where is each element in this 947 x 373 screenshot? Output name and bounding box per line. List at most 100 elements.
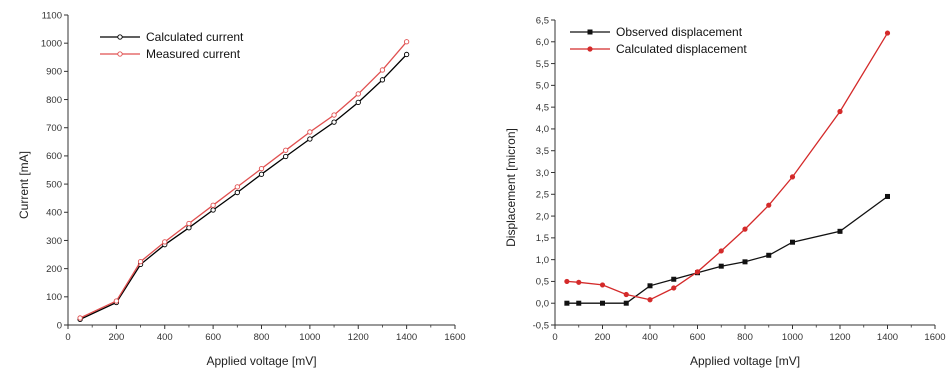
legend-label: Calculated displacement: [616, 42, 747, 56]
y-tick-label: 4,5: [536, 102, 549, 113]
y-tick-label: 600: [46, 151, 62, 162]
x-tick-label: 1400: [396, 332, 417, 343]
data-point: [210, 207, 216, 213]
y-tick-label: 1,0: [536, 255, 549, 266]
data-point: [576, 279, 582, 285]
data-point: [742, 259, 748, 265]
data-point: [234, 189, 240, 196]
data-point: [884, 30, 891, 36]
data-point: [671, 285, 677, 291]
y-tick-label: 100: [46, 292, 62, 303]
data-point: [355, 91, 361, 97]
y-tick-label: 300: [46, 236, 62, 247]
x-tick-label: 0: [552, 332, 557, 343]
data-point: [379, 77, 386, 83]
data-point: [647, 283, 653, 289]
y-tick-label: 6,5: [536, 15, 549, 26]
data-point: [307, 129, 313, 135]
data-point: [718, 248, 724, 254]
data-point: [766, 252, 772, 258]
legend-swatch-marker: [117, 51, 123, 57]
x-tick-label: 400: [157, 332, 173, 343]
series-2: [77, 39, 410, 321]
legend-label: Measured current: [146, 47, 241, 61]
x-tick-label: 1200: [829, 332, 850, 343]
data-point: [186, 225, 192, 231]
x-tick-label: 200: [595, 332, 611, 343]
data-point: [331, 119, 337, 125]
data-point: [210, 202, 216, 208]
x-axis-title: Applied voltage [mV]: [690, 354, 800, 368]
y-tick-label: 6,0: [536, 37, 549, 48]
y-tick-label: 0,5: [536, 277, 549, 288]
data-point: [742, 226, 748, 232]
data-point: [623, 291, 629, 298]
data-point: [379, 67, 386, 73]
x-tick-label: 600: [690, 332, 706, 343]
series-line: [79, 41, 408, 319]
x-tick-label: 1600: [444, 332, 465, 343]
y-tick-label: 700: [46, 123, 62, 134]
data-point: [331, 112, 337, 118]
y-tick-label: 1000: [41, 38, 62, 49]
data-point: [564, 278, 570, 285]
data-point: [599, 282, 606, 288]
legend-swatch-marker: [587, 29, 593, 35]
series-line: [566, 32, 889, 301]
y-tick-label: 3,5: [536, 146, 549, 157]
x-tick-label: 400: [642, 332, 658, 343]
y-tick-label: 1100: [42, 10, 62, 21]
legend-swatch-marker: [587, 46, 593, 52]
data-point: [403, 39, 410, 45]
y-tick-label: 500: [46, 179, 62, 190]
y-tick-label: 0: [57, 320, 62, 331]
legend-label: Observed displacement: [616, 25, 743, 39]
y-tick-label: 0,0: [536, 299, 549, 310]
data-point: [258, 171, 265, 177]
x-tick-label: 800: [737, 332, 753, 343]
x-tick-label: 200: [108, 332, 124, 343]
data-point: [671, 276, 677, 282]
data-point: [718, 263, 724, 269]
y-tick-label: 900: [46, 67, 62, 78]
data-point: [576, 300, 582, 306]
data-point: [766, 202, 772, 208]
data-point: [258, 165, 265, 172]
x-tick-label: 1600: [924, 332, 945, 343]
y-tick-label: 200: [46, 264, 62, 275]
x-tick-label: 1400: [877, 332, 898, 343]
y-axis-title: Displacement [micron]: [504, 128, 518, 247]
y-tick-label: 2,0: [536, 211, 549, 222]
y-tick-label: 2,5: [536, 190, 549, 201]
data-point: [789, 174, 796, 180]
y-tick-label: 800: [46, 95, 62, 106]
series-line: [79, 54, 408, 320]
y-tick-label: 400: [46, 208, 62, 219]
data-point: [137, 258, 144, 265]
data-point: [162, 239, 168, 245]
data-point: [623, 300, 629, 306]
series-line: [566, 195, 888, 304]
data-point: [283, 147, 289, 153]
y-tick-label: 4,0: [536, 124, 549, 135]
data-point: [789, 239, 795, 245]
x-axis-title: Applied voltage [mV]: [206, 354, 316, 368]
x-tick-label: 600: [205, 332, 221, 343]
data-point: [564, 300, 570, 306]
x-tick-label: 1200: [348, 332, 369, 343]
x-tick-label: 800: [254, 332, 270, 343]
x-tick-label: 0: [65, 332, 70, 343]
data-point: [837, 108, 843, 115]
data-point: [283, 153, 289, 160]
data-point: [307, 136, 313, 142]
chart-2: 0 200 400 600 800 1000 1200 1400 1600 -0,5 0,0 0,5 1…: [504, 15, 946, 368]
data-point: [186, 220, 192, 227]
y-tick-label: 5,0: [536, 81, 549, 92]
data-point: [403, 51, 410, 58]
data-point: [234, 184, 240, 190]
data-point: [647, 297, 653, 303]
data-point: [77, 315, 83, 321]
x-tick-label: 1000: [299, 332, 320, 343]
